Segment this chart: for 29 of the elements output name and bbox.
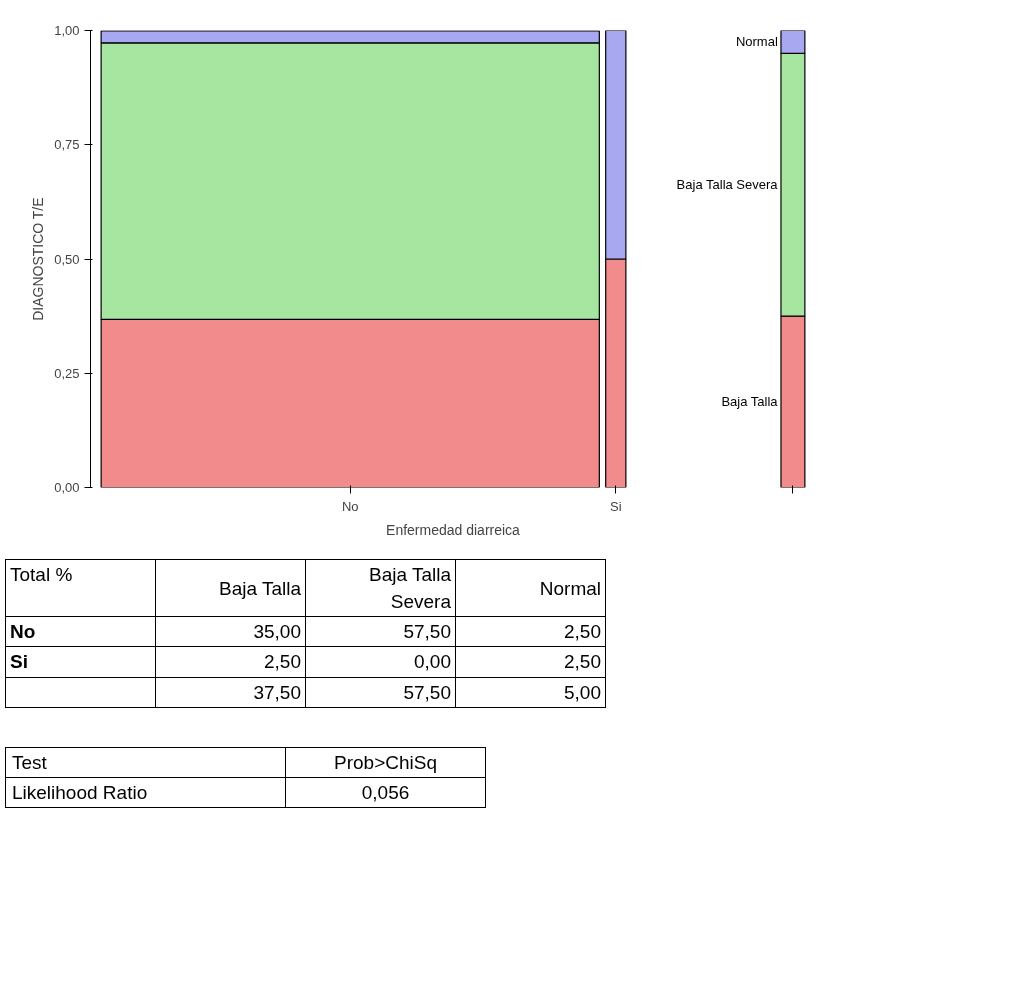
y-tick-label: 0,75 — [54, 137, 80, 153]
text: 37,50 — [253, 681, 301, 703]
category-label: Baja Talla — [155, 559, 306, 617]
x-axis-title: Enfermedad diarreica — [386, 521, 521, 538]
y-tick-label: 0,25 — [54, 365, 80, 381]
y-tick-label: 0,50 — [54, 251, 80, 267]
series-label: Baja Talla — [721, 394, 779, 410]
data-label: 2,50 — [455, 646, 606, 678]
data-label: 0,056 — [285, 777, 486, 808]
y-tick-label: 0,00 — [54, 480, 80, 495]
data-label: 2,50 — [155, 646, 306, 678]
text: Si — [5, 646, 156, 678]
category-label: Prob>ChiSq — [285, 747, 486, 778]
text: Total % — [5, 559, 156, 617]
text: 57,50 — [403, 681, 451, 703]
data-label: 35,00 — [155, 616, 306, 647]
category-label: Normal — [455, 559, 606, 617]
category-label: Baja Talla Severa — [305, 559, 456, 617]
text: Likelihood Ratio — [5, 777, 286, 808]
text: Test — [5, 747, 286, 778]
data-label: 57,50 — [305, 616, 456, 647]
text: 5,00 — [564, 681, 601, 703]
text: No — [5, 616, 156, 647]
y-axis-title: DIAGNOSTICO T/E — [30, 197, 47, 321]
series-label: Baja Talla Severa — [676, 177, 779, 193]
y-tick-label: 1,00 — [54, 23, 80, 38]
series-label: Normal — [735, 34, 778, 50]
data-label: 2,50 — [455, 616, 606, 647]
data-label: 0,00 — [305, 646, 456, 678]
